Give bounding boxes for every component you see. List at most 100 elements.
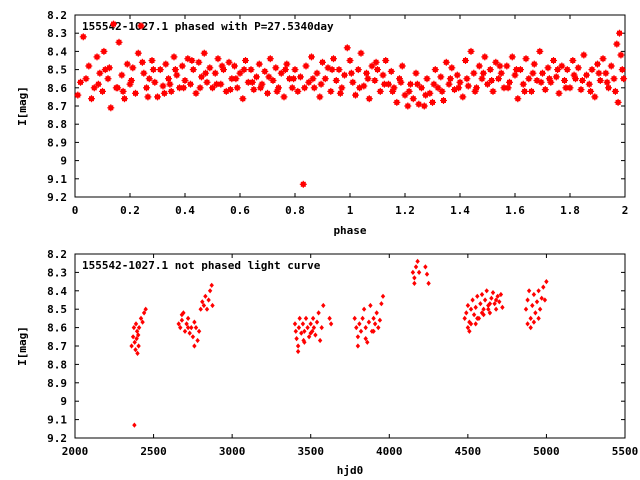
unphased-data-point [536, 315, 541, 321]
phased-y-ticks: 8.2 8.3 8.4 8.5 8.6 8.7 8.8 8.9 9 9.1 9.2 [47, 9, 625, 204]
unphased-y-tick-label: 8.3 [47, 266, 67, 279]
unphased-data-point [484, 288, 489, 294]
phased-y-tick-label: 8.3 [47, 27, 67, 40]
unphased-data-point [295, 348, 301, 355]
phased-data-point [583, 71, 590, 79]
phased-data-point [409, 95, 417, 103]
phased-data-point [309, 75, 317, 83]
phased-data-point [588, 66, 596, 74]
phased-data-point [599, 55, 607, 63]
phased-x-tick-label: 0 [72, 204, 79, 217]
phased-data-point [486, 66, 494, 74]
phased-data-point [338, 84, 346, 92]
phased-y-tick-label: 8.5 [47, 64, 67, 77]
phased-data-point [277, 69, 285, 77]
unphased-data-point [178, 325, 183, 331]
unphased-y-tick-label: 8.9 [47, 377, 67, 390]
phased-data-point [82, 75, 90, 83]
phased-data-point [281, 66, 289, 74]
unphased-data-point [203, 293, 208, 299]
unphased-data-point [495, 293, 500, 299]
unphased-data-point [492, 301, 497, 307]
unphased-data-point [481, 312, 486, 318]
unphased-data-point [209, 282, 214, 288]
phased-data-point [614, 98, 622, 106]
phased-data-point [202, 69, 210, 77]
phased-data-point [90, 84, 98, 92]
phased-data-point [313, 69, 321, 77]
phased-x-tick-label: 0.2 [120, 204, 140, 217]
phased-data-point [145, 75, 153, 83]
phased-data-point [107, 104, 115, 112]
unphased-data-point [305, 325, 310, 331]
phased-data-point [397, 78, 405, 86]
phased-data-point [398, 62, 406, 70]
unphased-data-point [377, 317, 383, 323]
phased-data-point [470, 69, 478, 77]
phased-data-point [167, 87, 175, 95]
phased-data-point [550, 57, 557, 64]
phased-data-point [171, 66, 179, 74]
phased-data-point [159, 82, 167, 90]
phased-plot-frame [74, 14, 626, 198]
phased-data-point [591, 93, 599, 101]
unphased-x-axis-label: hjd0 [337, 464, 364, 477]
unphased-data-point [530, 302, 535, 309]
phased-y-tick-label: 8.7 [47, 100, 67, 113]
phased-data-point [330, 55, 337, 63]
phased-data-point [603, 78, 611, 86]
phased-data-point [305, 78, 313, 86]
phased-data-point [552, 73, 560, 81]
phased-data-point [555, 89, 563, 97]
phased-data-point [248, 78, 256, 86]
phased-data-point [558, 62, 566, 70]
unphased-data-point [536, 288, 541, 294]
phased-data-point [178, 62, 186, 70]
phased-data-point [160, 89, 168, 97]
phased-y-tick-label: 9 [60, 155, 67, 168]
unphased-data-point [355, 343, 361, 349]
phased-data-point [104, 75, 112, 83]
phased-data-point [335, 66, 343, 74]
unphased-y-tick-label: 8.2 [47, 248, 67, 261]
unphased-data-point [361, 306, 367, 312]
phased-data-point [151, 78, 159, 86]
unphased-data-point [467, 319, 472, 325]
phased-data-point [100, 47, 108, 55]
phased-data-point [481, 53, 489, 61]
phased-data-point [94, 80, 102, 88]
unphased-data-point [192, 343, 197, 349]
phased-data-point [431, 66, 439, 74]
phased-data-point [149, 66, 157, 74]
phased-data-point [198, 73, 205, 81]
unphased-x-tick-label: 4500 [455, 445, 482, 458]
phased-data-point [189, 66, 197, 74]
phased-data-point [239, 95, 247, 103]
phased-data-point [578, 77, 586, 84]
phased-x-tick-label: 2 [622, 204, 629, 217]
unphased-data-point [487, 310, 493, 316]
unphased-y-tick-label: 9 [60, 395, 67, 408]
unphased-data-point [372, 321, 378, 327]
phased-chart-title: 155542-1027.1 phased with P=27.5340day [82, 20, 334, 33]
unphased-x-tick-label: 3000 [219, 445, 246, 458]
phased-data-point [442, 58, 450, 66]
phased-data-point [137, 22, 145, 30]
phased-data-point [563, 66, 571, 74]
phased-data-point [143, 84, 150, 92]
phased-data-point [269, 77, 277, 84]
phased-data-point [114, 84, 122, 92]
phased-x-tick-label: 0.4 [175, 204, 195, 217]
unphased-data-point [537, 306, 543, 312]
unphased-data-point [358, 328, 364, 334]
phased-data-point [134, 49, 142, 57]
phased-chart: 155542-1027.1 phased with P=27.5340day p… [16, 9, 628, 237]
phased-data-point [605, 84, 612, 92]
unphased-data-point [368, 302, 373, 309]
phased-data-point [423, 75, 431, 83]
phased-data-point [365, 95, 373, 103]
unphased-data-point [412, 280, 417, 286]
unphased-data-point [321, 302, 326, 309]
unphased-y-tick-label: 8.8 [47, 358, 67, 371]
phased-data-point [463, 75, 471, 83]
